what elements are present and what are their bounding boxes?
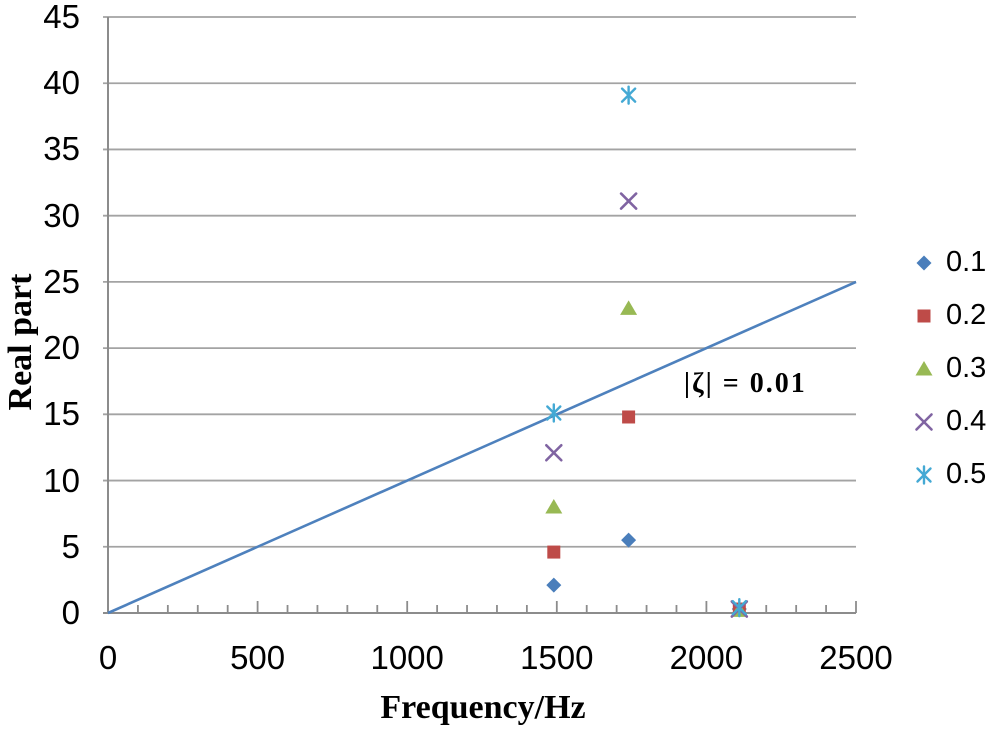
- marker-square-icon: [622, 410, 636, 424]
- legend-label: 0.4: [946, 405, 987, 437]
- marker-diamond-icon: [546, 577, 562, 593]
- y-tick-label: 35: [43, 130, 80, 168]
- y-tick-label: 0: [61, 594, 80, 631]
- marker-triangle-icon: [620, 300, 638, 315]
- legend-label: 0.3: [946, 352, 987, 384]
- y-tick-label: 10: [43, 461, 80, 499]
- y-tick-label: 5: [61, 527, 80, 565]
- y-tick-label: 20: [43, 329, 80, 367]
- legend-item-0-1: 0.1: [903, 236, 999, 289]
- zeta-annotation: |ζ| = 0.01: [683, 367, 807, 399]
- x-tick-label: 2500: [819, 639, 893, 676]
- marker-asterisk-icon: [916, 466, 932, 483]
- x-tick-label: 2000: [669, 639, 744, 676]
- legend-item-0-5: 0.5: [903, 448, 999, 501]
- x-axis-title: Frequency/Hz: [380, 689, 586, 726]
- y-tick-label: 15: [43, 395, 80, 433]
- x-tick-label: 500: [230, 639, 286, 676]
- legend-label: 0.5: [946, 458, 987, 490]
- marker-x-icon: [545, 443, 563, 462]
- y-tick-label: 40: [43, 64, 80, 102]
- marker-diamond-icon: [621, 532, 637, 548]
- x-tick-label: 0: [98, 639, 118, 676]
- marker-triangle-icon: [915, 360, 933, 375]
- legend-marker: [915, 412, 933, 431]
- marker-asterisk-icon: [620, 87, 637, 103]
- legend-item-0-3: 0.3: [903, 342, 999, 395]
- legend-marker: [915, 360, 933, 375]
- marker-triangle-icon: [545, 499, 563, 514]
- legend-label: 0.2: [946, 299, 987, 331]
- legend-marker: [917, 309, 931, 322]
- marker-square-icon: [547, 545, 561, 559]
- legend: 0.1 0.2 0.3 0.4 0.5: [903, 236, 999, 501]
- marker-x-icon: [619, 192, 638, 210]
- marker-square-icon: [917, 309, 931, 322]
- marker-x-icon: [915, 412, 933, 431]
- legend-marker: [916, 464, 932, 485]
- y-tick-label: 45: [43, 0, 80, 35]
- legend-item-0-2: 0.2: [903, 289, 999, 342]
- zeta-line: [107, 280, 857, 615]
- marker-diamond-icon: [916, 255, 932, 270]
- x-tick-label: 1000: [370, 639, 444, 676]
- legend-marker: [916, 255, 932, 270]
- legend-label: 0.1: [946, 246, 987, 278]
- y-tick-label: 25: [43, 262, 80, 300]
- marker-asterisk-icon: [731, 600, 748, 616]
- y-tick-label: 30: [43, 196, 80, 234]
- marker-asterisk-icon: [546, 405, 562, 421]
- legend-item-0-4: 0.4: [903, 395, 999, 448]
- x-tick-label: 1500: [520, 639, 594, 676]
